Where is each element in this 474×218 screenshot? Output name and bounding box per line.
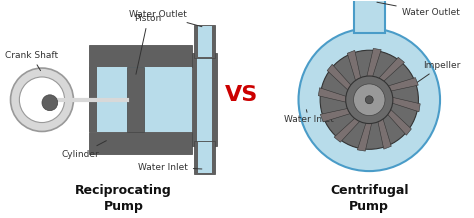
Polygon shape [366, 48, 381, 78]
Circle shape [346, 76, 393, 124]
Polygon shape [386, 78, 418, 91]
Bar [198, 142, 211, 173]
Text: Water Outlet: Water Outlet [129, 10, 202, 27]
Bar [198, 26, 211, 57]
Circle shape [42, 95, 58, 111]
Text: Centrifugal
Pump: Centrifugal Pump [330, 184, 409, 213]
Bar [89, 67, 97, 133]
Polygon shape [334, 117, 361, 142]
Bar [194, 141, 216, 174]
Bar [192, 53, 217, 146]
Text: Reciprocating
Pump: Reciprocating Pump [75, 184, 172, 213]
Bar [89, 133, 192, 154]
Bar [194, 26, 216, 58]
Polygon shape [347, 50, 361, 82]
Polygon shape [319, 88, 348, 103]
Text: Piston: Piston [135, 14, 162, 74]
Text: Cylinder: Cylinder [62, 141, 106, 159]
Polygon shape [378, 57, 404, 82]
Circle shape [299, 28, 440, 171]
Text: Impeller: Impeller [416, 61, 461, 83]
Text: VS: VS [225, 85, 258, 105]
Circle shape [19, 77, 64, 123]
Bar [354, 0, 385, 33]
Text: Water Inlet: Water Inlet [284, 110, 334, 124]
Polygon shape [378, 117, 391, 149]
Polygon shape [327, 64, 352, 91]
Polygon shape [391, 97, 420, 112]
Circle shape [320, 50, 419, 149]
Text: Crank Shaft: Crank Shaft [5, 51, 58, 71]
Bar [89, 67, 192, 133]
Text: Water Inlet: Water Inlet [138, 163, 202, 172]
Circle shape [354, 84, 385, 116]
Polygon shape [320, 108, 352, 122]
Polygon shape [386, 108, 411, 135]
Polygon shape [357, 121, 372, 151]
Bar [89, 45, 192, 67]
Bar [197, 53, 212, 146]
Text: Water Outlet: Water Outlet [377, 2, 460, 17]
Circle shape [365, 96, 373, 104]
Bar [127, 67, 144, 133]
Circle shape [10, 68, 73, 131]
